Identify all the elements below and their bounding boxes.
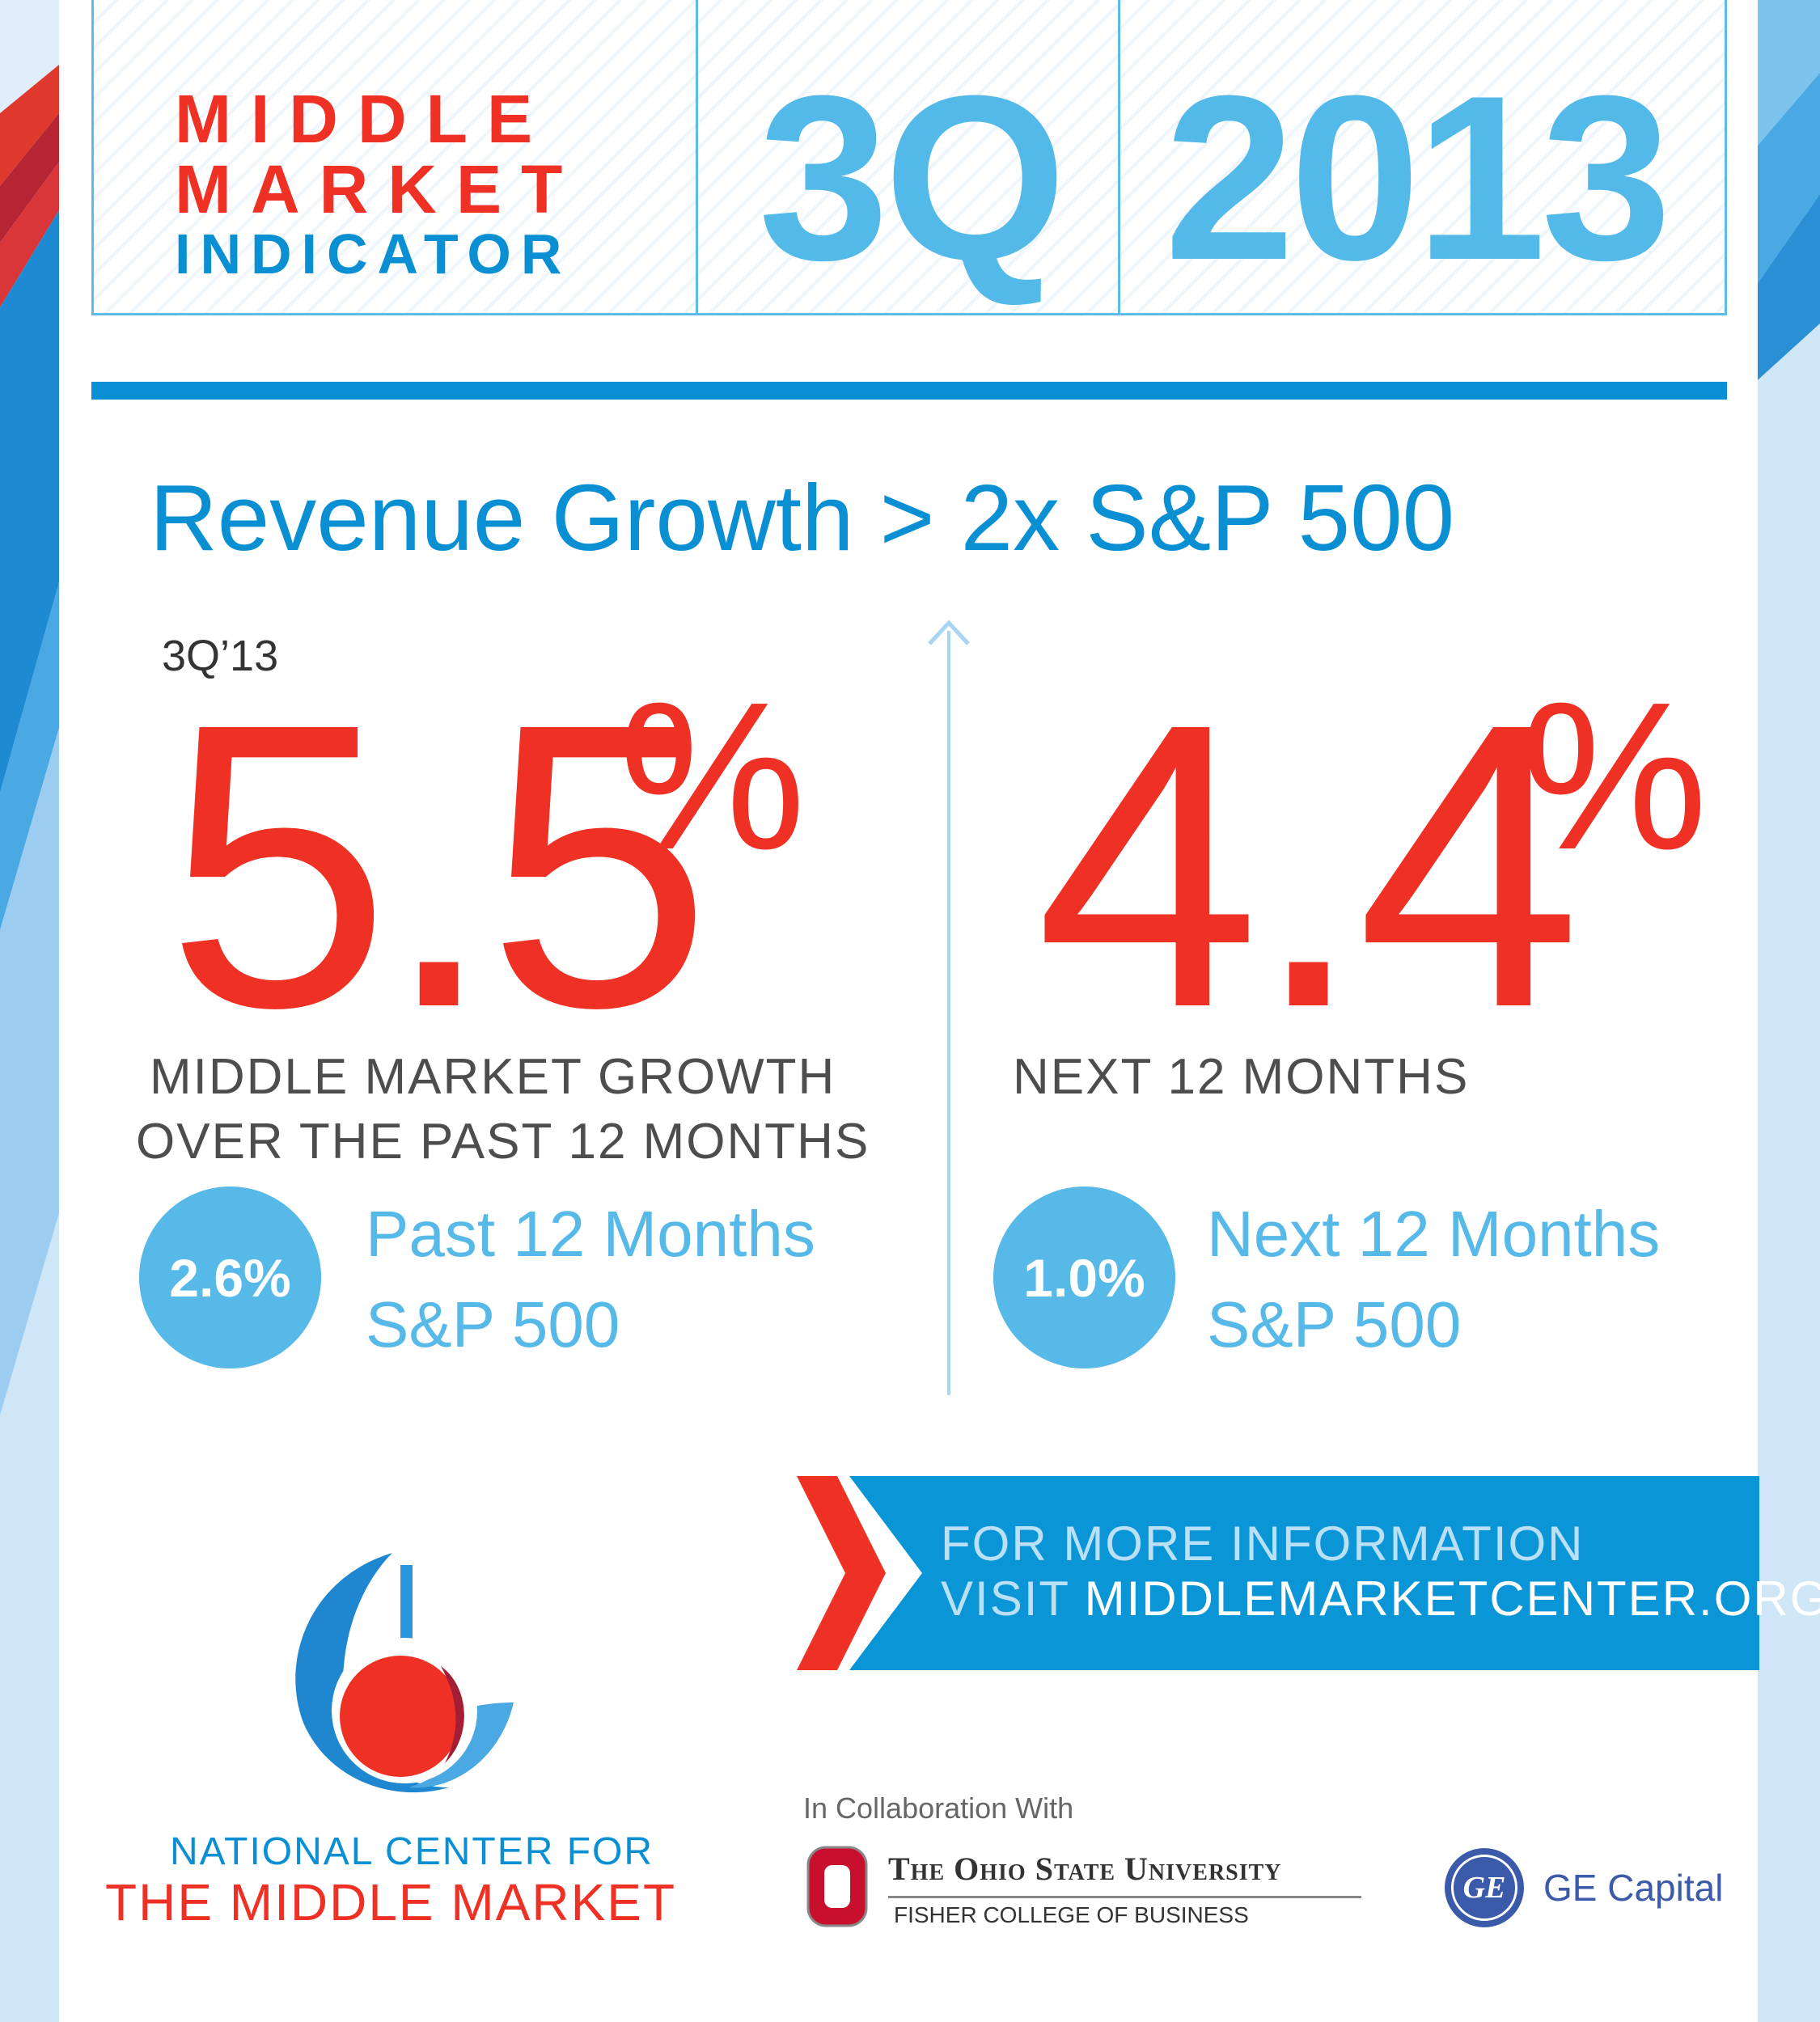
- quarter-label: 3Q: [758, 47, 1067, 309]
- ge-monogram-text: GE: [1451, 1855, 1517, 1921]
- divider-line: [947, 631, 950, 1395]
- header-rule: [91, 382, 1727, 400]
- left-compare-label-1: Past 12 Months: [366, 1198, 815, 1270]
- left-description-1: MIDDLE MARKET GROWTH: [150, 1049, 836, 1105]
- header-box: [91, 0, 1727, 315]
- right-description: NEXT 12 MONTHS: [1013, 1049, 1470, 1105]
- collaboration-label: In Collaboration With: [803, 1791, 1074, 1825]
- info-line-1: FOR MORE INFORMATION: [941, 1516, 1585, 1571]
- title-market: MARKET: [175, 151, 582, 227]
- header-divider: [696, 0, 698, 313]
- right-compare-badge: 1.0%: [993, 1187, 1175, 1368]
- org-name-line-2: THE MIDDLE MARKET: [105, 1873, 677, 1931]
- ge-monogram-icon: GE: [1445, 1848, 1524, 1927]
- stat-right: 4.4 %: [1035, 663, 1708, 1068]
- title-indicator: INDICATOR: [175, 222, 572, 286]
- year-label: 2013: [1164, 47, 1671, 309]
- chevron-right-icon: [797, 1476, 886, 1670]
- header-divider: [1118, 0, 1120, 313]
- info-url-link[interactable]: MIDDLEMARKETCENTER.ORG: [1084, 1571, 1820, 1626]
- title-middle: MIDDLE: [175, 81, 552, 157]
- ge-capital-name: GE Capital: [1543, 1867, 1724, 1909]
- left-compare-label-2: S&P 500: [366, 1288, 620, 1360]
- stat-left: 5.5 %: [166, 663, 806, 1068]
- info-banner: [849, 1476, 1759, 1670]
- osu-block-o-icon: [806, 1846, 868, 1927]
- stat-right-value: 4.4: [1035, 639, 1581, 1091]
- period-label: 3Q’13: [162, 632, 279, 680]
- stat-left-percent: %: [619, 659, 806, 894]
- headline: Revenue Growth > 2x S&P 500: [150, 465, 1455, 570]
- osu-rule: [888, 1896, 1361, 1898]
- stat-right-percent: %: [1521, 659, 1708, 894]
- osu-college: FISHER COLLEGE OF BUSINESS: [894, 1902, 1249, 1927]
- left-compare-badge: 2.6%: [139, 1187, 321, 1368]
- stat-left-value: 5.5: [166, 639, 712, 1091]
- osu-name: The Ohio State University: [888, 1851, 1282, 1887]
- arrow-up-icon: [928, 620, 970, 645]
- info-visit-label: VISIT: [941, 1571, 1085, 1626]
- org-name-line-1: NATIONAL CENTER FOR: [170, 1830, 654, 1873]
- ncmm-logo-icon: [295, 1553, 514, 1793]
- info-text: FOR MORE INFORMATION VISIT MIDDLEMARKETC…: [941, 1516, 1820, 1626]
- right-compare-label-2: S&P 500: [1207, 1288, 1462, 1360]
- left-description-2: OVER THE PAST 12 MONTHS: [136, 1114, 870, 1170]
- right-compare-label-1: Next 12 Months: [1207, 1198, 1661, 1270]
